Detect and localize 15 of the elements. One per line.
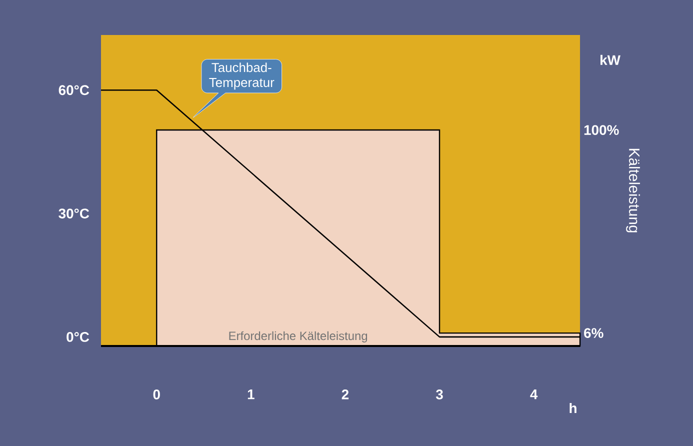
x-tick-label: 2	[342, 390, 349, 400]
y2-tick-label: 6%	[584, 328, 604, 338]
x-tick-label: 3	[436, 390, 443, 400]
x-tick-label: 0	[153, 390, 160, 400]
x-axis-title: h	[570, 402, 576, 414]
x-tick-label: 4	[530, 390, 538, 400]
series-label: Erforderliche Kälteleistung	[229, 331, 368, 342]
text: kW	[600, 54, 620, 65]
text: Tauchbad-Temperatur	[209, 62, 274, 90]
y2-axis-title: Kälteleistung	[626, 148, 640, 232]
y-tick-label: 30°C	[58, 208, 90, 218]
y-tick-label: 0°C	[66, 332, 90, 342]
y-tick-label: 60°C	[58, 85, 90, 96]
x-tick-label: 1	[248, 390, 254, 400]
y2-tick-label: 100%	[584, 125, 619, 135]
